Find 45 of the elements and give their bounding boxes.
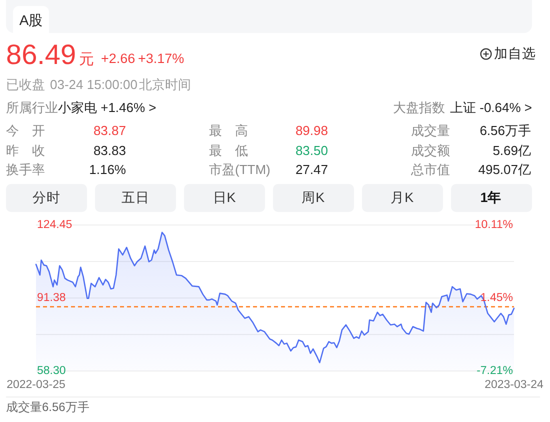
text: 86.49 xyxy=(6,38,76,72)
text: 03-24 15:00:00 xyxy=(50,76,138,92)
text: 83.87 xyxy=(93,122,126,138)
text: 总市值 xyxy=(411,160,450,178)
text: 89.98 xyxy=(295,122,328,138)
text: 1.16% xyxy=(89,160,126,178)
text: 成交量6.56万手 xyxy=(6,399,90,415)
text: +3.17% xyxy=(138,50,184,68)
text: 周K xyxy=(302,190,325,205)
text: 分时 xyxy=(32,190,60,205)
text: 成交额 xyxy=(411,142,450,158)
text: 加自选 xyxy=(494,45,536,63)
text: 27.47 xyxy=(295,160,328,178)
text: 五日 xyxy=(121,190,150,205)
text: 日K xyxy=(212,190,236,205)
y-tick-label: 58.30 xyxy=(37,365,66,377)
text: 495.07亿 xyxy=(478,160,531,178)
y-tick-label: 91.38 xyxy=(37,292,66,304)
text: 今 开 xyxy=(6,122,45,138)
y2-tick-label: -7.21% xyxy=(476,365,513,377)
text: 元 xyxy=(79,50,94,70)
y-tick-label: 124.45 xyxy=(37,219,72,231)
text: 换手率 xyxy=(6,160,45,178)
text: 1年 xyxy=(480,190,502,205)
x-tick-label: 2023-03-24 xyxy=(484,379,544,391)
text: 昨 收 xyxy=(6,142,45,158)
text: 小家电 +1.46% > xyxy=(58,98,156,116)
y2-tick-label: 10.11% xyxy=(474,219,513,231)
text: 最 高 xyxy=(209,122,248,138)
text: +2.66 xyxy=(101,50,136,68)
text: 已收盘 xyxy=(6,76,45,92)
text: 83.50 xyxy=(295,142,328,158)
text: 最 低 xyxy=(209,142,248,158)
text: A股 xyxy=(19,11,43,29)
text: 市盈(TTM) xyxy=(209,160,270,178)
text: 6.56万手 xyxy=(480,122,531,138)
text: 上证 -0.64% > xyxy=(450,98,532,116)
text: 北京时间 xyxy=(139,76,191,92)
text: 大盘指数 xyxy=(393,98,445,116)
text: 所属行业 xyxy=(6,98,58,116)
text: 月K xyxy=(390,190,414,205)
text: 83.83 xyxy=(93,142,126,158)
text: 5.69亿 xyxy=(492,142,531,158)
x-tick-label: 2022-03-25 xyxy=(6,379,66,391)
text: 成交量 xyxy=(411,122,450,138)
